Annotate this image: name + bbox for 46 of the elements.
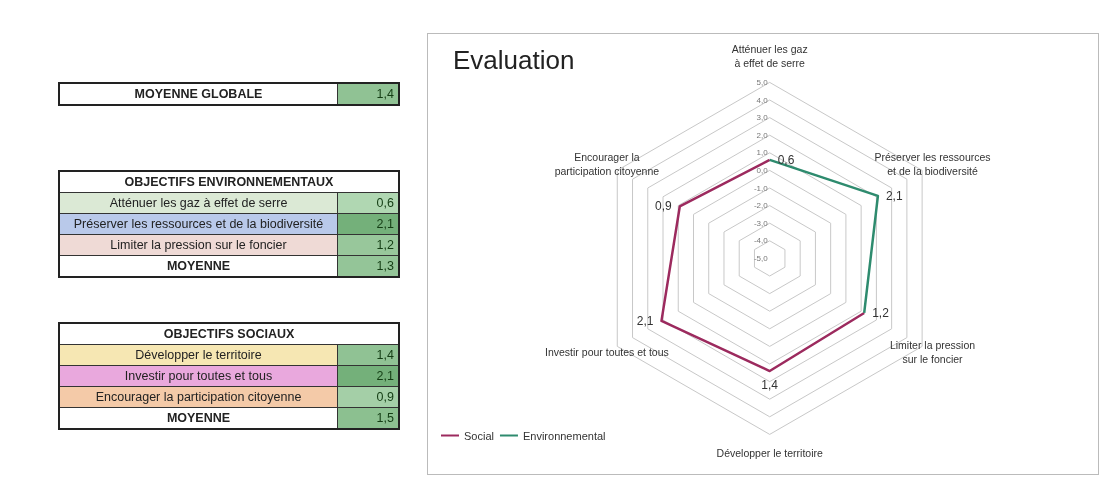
y-tick-label: -5,0 [753, 253, 769, 263]
data-label: 2,1 [636, 313, 654, 328]
data-label: 2,1 [338, 214, 398, 234]
category-label: Investir pour toutes et tous [60, 366, 338, 386]
legend-label: Environnemental [522, 429, 606, 442]
category-label: Encourager la participation citoyenne [60, 387, 338, 407]
data-label: 1,4 [338, 84, 398, 104]
spoke-label: Investir pour toutes et tous [545, 346, 669, 359]
spoke-label: Préserver les ressources et de la biodiversité [874, 151, 991, 178]
text: OBJECTIFS ENVIRONNEMENTAUX [123, 174, 335, 191]
data-label: 1,5 [338, 408, 398, 428]
spoke-label: Limiter la pression sur le foncier [889, 339, 976, 366]
y-tick-label: 5,0 [756, 77, 769, 87]
spoke-label: Atténuer les gaz à effet de serre [731, 43, 808, 70]
category-label: Préserver les ressources et de la biodiversité [60, 214, 338, 234]
y-tick-label: 4,0 [756, 95, 769, 105]
data-label: 1,4 [761, 378, 779, 393]
legend-label: Social [464, 429, 494, 442]
data-label: 0,6 [338, 193, 398, 213]
data-label: 1,2 [338, 235, 398, 255]
y-tick-label: 2,0 [756, 130, 769, 140]
data-label: 0,9 [338, 387, 398, 407]
data-label: 2,1 [885, 188, 903, 203]
spoke-label: Encourager la participation citoyenne [554, 151, 660, 178]
category-label: MOYENNE GLOBALE [60, 84, 338, 104]
data-label: 0,9 [655, 199, 673, 214]
category-label: Développer le territoire [60, 345, 338, 365]
data-label: 1,2 [872, 305, 890, 320]
data-label: 1,4 [338, 345, 398, 365]
data-label: 2,1 [338, 366, 398, 386]
y-tick-label: 1,0 [756, 148, 769, 158]
category-label: MOYENNE [60, 408, 338, 428]
y-tick-label: -2,0 [753, 201, 769, 211]
data-label: 0,6 [777, 152, 795, 167]
spoke-label: Développer le territoire [716, 447, 823, 460]
y-tick-label: -1,0 [753, 183, 769, 193]
category-label: Atténuer les gaz à effet de serre [60, 193, 338, 213]
y-tick-label: -4,0 [753, 236, 769, 246]
category-label: Limiter la pression sur le foncier [60, 235, 338, 255]
y-tick-label: -3,0 [753, 218, 769, 228]
data-label: 1,3 [338, 256, 398, 276]
y-tick-label: 3,0 [756, 113, 769, 123]
chart-title: Evaluation [453, 45, 575, 75]
text: OBJECTIFS SOCIAUX [162, 326, 296, 343]
y-tick-label: 0,0 [756, 165, 769, 175]
category-label: MOYENNE [60, 256, 338, 276]
